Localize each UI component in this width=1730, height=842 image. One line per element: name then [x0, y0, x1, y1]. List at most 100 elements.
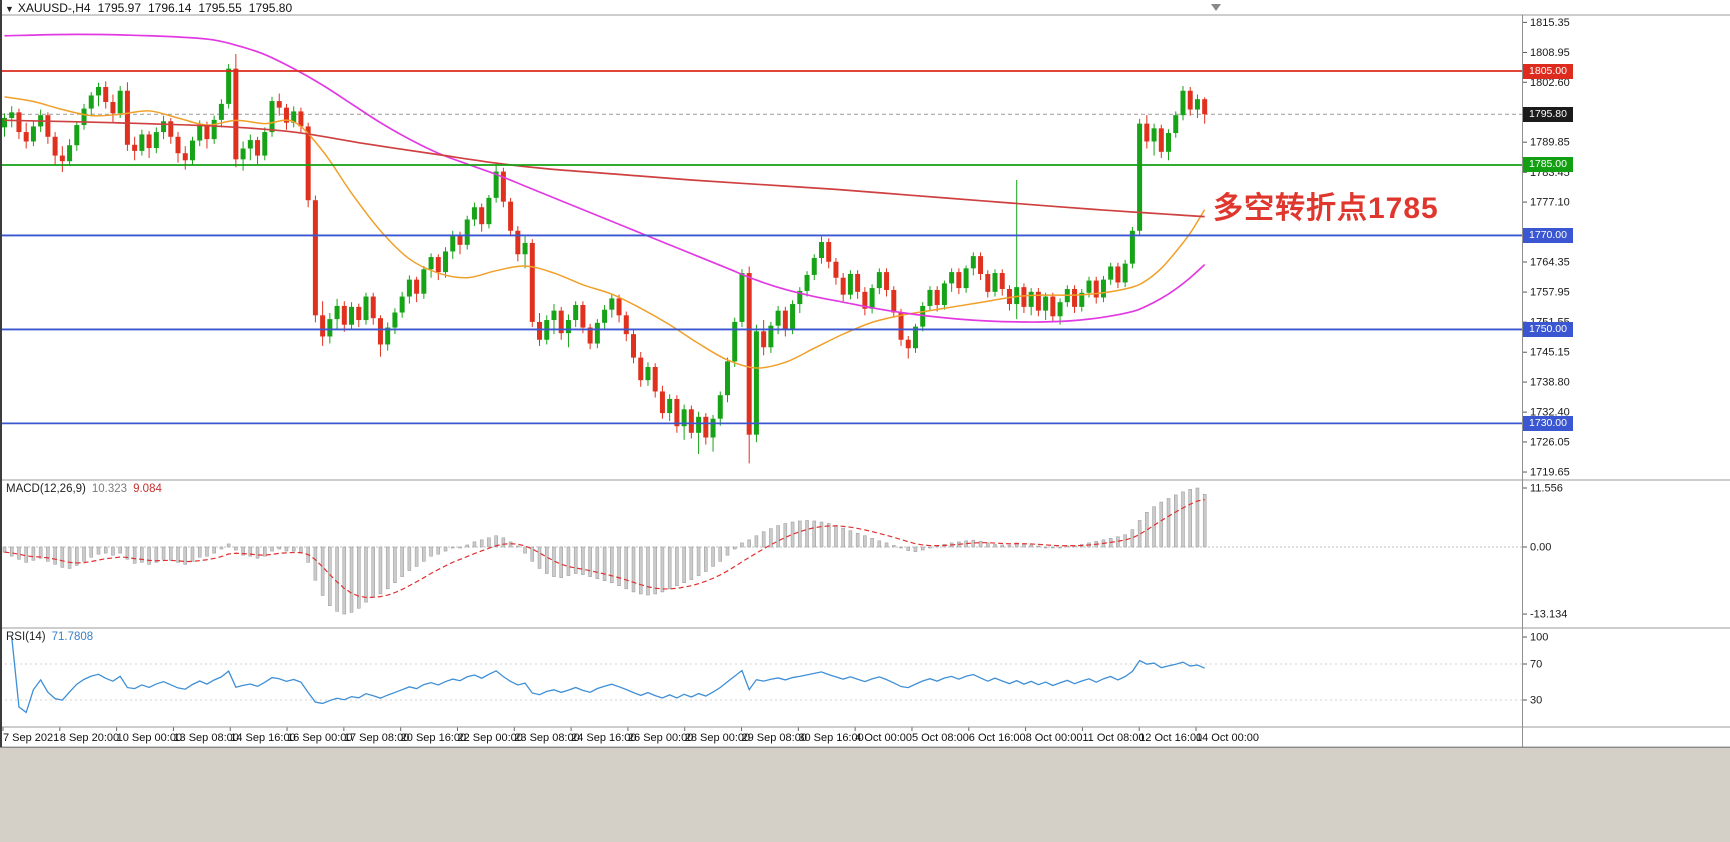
magenta-ma-line — [4, 33, 1206, 323]
macd-bar — [610, 546, 614, 583]
candle-body — [717, 395, 723, 419]
candle-body — [298, 111, 304, 127]
candle-body — [211, 119, 217, 140]
macd-bar — [790, 521, 795, 548]
candle-body — [674, 398, 680, 427]
red-ma-line — [4, 119, 1205, 218]
macd-bar — [928, 546, 932, 549]
rsi-pane[interactable] — [0, 636, 1523, 714]
macd-bar — [111, 546, 115, 556]
candle-body — [659, 391, 665, 414]
macd-bar — [631, 546, 636, 593]
macd-bar — [335, 546, 339, 612]
candle-body — [912, 326, 918, 349]
candle-body — [840, 277, 846, 295]
price-axis-label: 1719.65 — [1530, 467, 1570, 479]
candle-body — [739, 273, 745, 322]
candle-body — [1079, 292, 1085, 307]
macd-bar — [277, 546, 281, 550]
macd-bar — [147, 546, 151, 565]
candle-body — [1180, 90, 1186, 116]
price-axis-label: 1789.85 — [1530, 137, 1570, 149]
candle-body — [1093, 280, 1099, 298]
macd-signal-line — [4, 499, 1205, 598]
candle-body — [9, 112, 15, 118]
time-axis-label: 17 Sep 08:00 — [344, 732, 409, 744]
candle-body — [558, 310, 564, 334]
candle-body — [898, 312, 904, 340]
candle-body — [52, 136, 58, 156]
candle-body — [847, 273, 853, 295]
macd-bar — [986, 542, 990, 548]
macd-bar — [1116, 536, 1120, 548]
macd-bar — [1188, 489, 1192, 548]
macd-bar — [754, 535, 759, 548]
candle-body — [782, 310, 788, 330]
price-axis-label: 1764.35 — [1530, 257, 1570, 269]
candle-body — [276, 101, 282, 108]
candle-body — [927, 289, 933, 306]
candle-body — [970, 256, 976, 269]
candle-body — [811, 258, 817, 275]
candle-body — [81, 108, 87, 126]
main-price-pane[interactable] — [0, 4, 1523, 464]
macd-pane[interactable] — [0, 487, 1523, 615]
candle-body — [139, 134, 145, 151]
chart-text-annotation[interactable]: 多空转折点1785 — [1213, 192, 1439, 225]
macd-bar — [472, 541, 477, 548]
time-axis-label: 16 Sep 00:00 — [287, 732, 352, 744]
candle-body — [363, 296, 369, 321]
macd-main-value: 10.323 — [91, 483, 128, 495]
candle-body — [305, 126, 311, 201]
macd-bar — [899, 546, 903, 549]
ohlc-high: 1796.14 — [148, 1, 192, 15]
candle-body — [262, 132, 268, 156]
ohlc-close: 1795.80 — [248, 1, 293, 15]
time-axis-label: 26 Sep 00:00 — [628, 732, 693, 744]
price-line-badge: 1785.00 — [1523, 157, 1573, 173]
macd-bar — [31, 546, 36, 561]
candle-body — [515, 230, 521, 255]
candle-body — [652, 367, 658, 392]
macd-axis-label: -13.134 — [1530, 609, 1567, 621]
candle-body — [985, 273, 991, 292]
candle-body — [189, 140, 195, 161]
price-line-badge: 1805.00 — [1523, 63, 1573, 79]
candle-body — [1006, 289, 1012, 305]
candle-body — [67, 145, 73, 162]
candle-body — [385, 327, 391, 345]
macd-bar — [465, 544, 469, 548]
candle-body — [616, 298, 622, 316]
macd-bar — [479, 539, 484, 548]
candle-body — [1137, 123, 1143, 231]
macd-bar — [407, 546, 412, 571]
candle-body — [1122, 263, 1128, 283]
macd-signal-value: 9.084 — [133, 483, 162, 495]
candle-body — [1108, 266, 1114, 280]
candle-body — [963, 268, 969, 289]
candle-body — [508, 201, 514, 231]
rsi-axis-label: 70 — [1530, 659, 1542, 671]
symbol-ohlc-label: ▼ XAUUSD-,H4 1795.97 1796.14 1795.55 1795.80 — [5, 1, 292, 15]
time-axis-label: 30 Sep 16:00 — [798, 732, 863, 744]
candle-body — [370, 296, 376, 319]
candle-body — [457, 235, 463, 245]
candle-body — [631, 334, 637, 358]
candle-body — [594, 322, 600, 344]
candle-body — [753, 331, 759, 435]
candle-body — [833, 261, 839, 278]
candle-body — [45, 115, 51, 137]
macd-bar — [458, 546, 462, 549]
candle-body — [905, 339, 911, 349]
candle-body — [269, 101, 275, 133]
macd-bar — [140, 546, 144, 563]
candle-body — [124, 90, 130, 145]
macd-bar — [241, 546, 245, 556]
candle-body — [688, 409, 694, 433]
macd-bar — [248, 546, 253, 557]
dropdown-arrow-icon: ▼ — [5, 4, 14, 14]
candle-body — [320, 315, 326, 337]
candle-body — [349, 306, 355, 325]
